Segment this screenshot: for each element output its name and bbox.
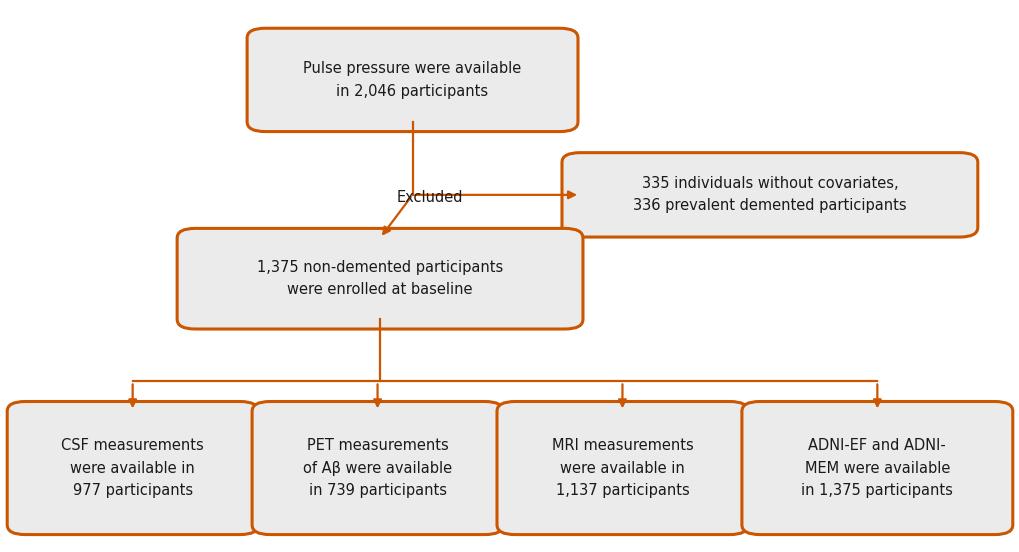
FancyBboxPatch shape xyxy=(561,153,977,237)
FancyBboxPatch shape xyxy=(496,401,747,534)
Text: Pulse pressure were available
in 2,046 participants: Pulse pressure were available in 2,046 p… xyxy=(303,61,521,98)
Text: 1,375 non-demented participants
were enrolled at baseline: 1,375 non-demented participants were enr… xyxy=(257,260,502,298)
Text: PET measurements
of Aβ were available
in 739 participants: PET measurements of Aβ were available in… xyxy=(303,438,451,498)
FancyBboxPatch shape xyxy=(7,401,258,534)
Text: CSF measurements
were available in
977 participants: CSF measurements were available in 977 p… xyxy=(61,438,204,498)
Text: MRI measurements
were available in
1,137 participants: MRI measurements were available in 1,137… xyxy=(551,438,693,498)
Text: ADNI-EF and ADNI-
MEM were available
in 1,375 participants: ADNI-EF and ADNI- MEM were available in … xyxy=(801,438,953,498)
FancyBboxPatch shape xyxy=(252,401,502,534)
FancyBboxPatch shape xyxy=(177,229,583,329)
FancyBboxPatch shape xyxy=(247,28,578,131)
Text: 335 individuals without covariates,
336 prevalent demented participants: 335 individuals without covariates, 336 … xyxy=(633,176,906,214)
FancyBboxPatch shape xyxy=(741,401,1012,534)
Text: Excluded: Excluded xyxy=(396,190,463,205)
